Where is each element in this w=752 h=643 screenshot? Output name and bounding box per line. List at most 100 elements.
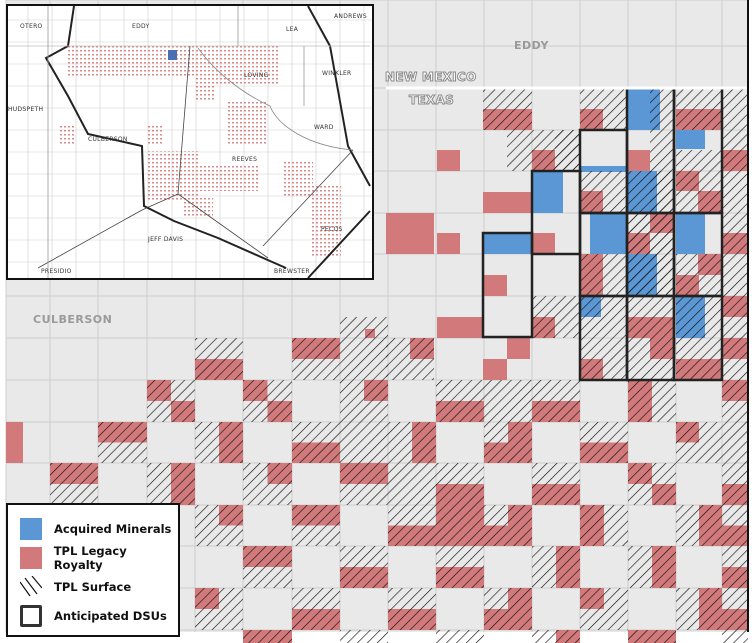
surface-tract [722,442,735,463]
surface-tract [436,567,460,588]
surface-tract [436,525,460,546]
surface-tract [388,609,412,630]
surface-tract [556,401,580,422]
surface-tract [122,442,147,463]
surface-tract [267,401,292,422]
surface-tract [532,380,556,401]
legend-item-acquired-minerals: Acquired Minerals [20,517,171,541]
surface-tract [722,401,735,422]
surface-tract [676,422,699,443]
map-legend: Acquired Minerals TPL Legacy Royalty TPL… [6,503,180,637]
inset-label-hudspeth: HUDSPETH [8,106,44,113]
surface-tract [412,609,436,630]
surface-tract [532,567,556,588]
surface-tract [243,463,268,484]
surface-tract [508,525,532,546]
surface-tract [628,630,652,643]
surface-tract [243,484,268,505]
surface-tract [219,505,243,526]
surface-tract [735,442,748,463]
surface-tract [676,338,722,380]
surface-tract [412,525,436,546]
surface-tract [699,525,722,546]
surface-tract [676,609,699,630]
surface-tract [735,546,748,567]
surface-tract [722,380,735,401]
inset-overview-map[interactable]: OTERO EDDY LEA ANDREWS LOVING WINKLER HU… [6,4,374,280]
diagonal-hatch-icon [20,576,42,597]
surface-tract [316,525,340,546]
surface-tract [147,380,171,401]
surface-tract [292,442,316,463]
surface-tract [627,213,674,338]
acquired-minerals-tract [676,130,705,149]
surface-tract [735,422,748,443]
surface-tract [580,171,627,213]
surface-tract [364,484,388,505]
surface-tract [652,546,676,567]
inset-label-loving: LOVING [244,72,269,79]
surface-tract [722,88,748,380]
surface-tract [219,338,243,359]
tpl-surface-layer [50,88,748,643]
surface-tract [735,525,748,546]
legacy-royalty-tract [437,150,460,171]
surface-tract [171,401,195,422]
surface-tract [652,630,676,643]
surface-tract [316,609,340,630]
surface-tract [735,505,748,526]
surface-tract [556,380,580,401]
anticipated-dsu-outline [530,169,582,256]
surface-tract [50,463,74,484]
surface-tract [556,546,580,567]
surface-tract [219,609,243,630]
surface-tract [580,525,604,546]
surface-tract [580,588,604,609]
acquired-minerals-tract [532,171,563,213]
surface-tract [436,401,460,422]
surface-tract [292,588,316,609]
surface-tract [267,380,292,401]
surface-tract [243,630,268,643]
surface-tract [652,380,676,401]
surface-tract [676,442,699,463]
blue-square-icon [20,518,42,540]
acquired-minerals-tract [580,166,627,172]
surface-tract [508,422,532,443]
surface-tract [580,609,604,630]
inset-label-pecos: PECOS [321,226,343,233]
surface-tract [267,463,292,484]
surface-tract [388,588,412,609]
surface-tract [364,546,388,567]
surface-tract [604,505,628,526]
surface-tract [436,484,460,505]
surface-tract [74,484,98,505]
surface-tract [243,401,268,422]
surface-tract [484,422,508,443]
surface-tract [195,525,219,546]
surface-tract [147,401,171,422]
surface-tract [171,484,195,505]
legend-label: TPL Legacy Royalty [53,544,127,572]
surface-tract [484,588,508,609]
surface-tract [98,422,123,443]
surface-tract [628,484,652,505]
surface-tract [316,359,340,380]
inset-map-graphic [8,6,372,278]
inset-label-culberson: CULBERSON [88,136,128,143]
surface-tract [219,588,243,609]
surface-tract [340,442,364,463]
surface-tract [628,401,652,422]
surface-tract [580,422,604,443]
surface-tract [604,442,628,463]
surface-tract [735,380,748,401]
county-label-eddy: EDDY [514,39,549,52]
surface-tract [195,359,219,380]
surface-tract [580,505,604,526]
surface-tract [699,588,722,609]
surface-tract [460,630,484,643]
inset-label-brewster: BREWSTER [274,268,310,275]
surface-tract [388,463,412,484]
anticipated-dsu-outline [481,231,534,339]
